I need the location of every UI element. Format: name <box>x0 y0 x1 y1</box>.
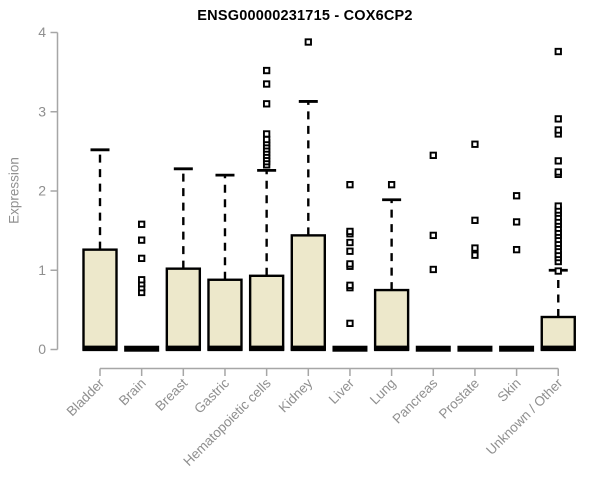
box-kidney <box>290 234 326 351</box>
box-lung <box>373 288 410 351</box>
x-tick-label-kidney: Kidney <box>276 375 316 415</box>
box-pancreas <box>415 345 451 352</box>
outlier-point-skin <box>512 192 521 200</box>
y-axis-title: Expression <box>6 157 22 224</box>
y-tick-label: 0 <box>38 341 46 357</box>
outlier-point-unknown-other <box>554 115 562 123</box>
y-tick-label: 2 <box>38 183 46 199</box>
outlier-point-hematopoietic-cells <box>262 80 271 88</box>
box-liver <box>332 345 368 352</box>
box-prostate <box>457 345 493 352</box>
x-tick-label-liver: Liver <box>326 375 358 407</box>
outlier-point-unknown-other <box>554 267 562 275</box>
outlier-point-liver <box>346 281 354 289</box>
outlier-point-unknown-other <box>554 47 562 56</box>
y-tick-label: 3 <box>38 103 46 119</box>
y-tick-label: 4 <box>38 24 46 40</box>
box-bladder <box>82 248 118 351</box>
outlier-point-unknown-other <box>554 202 562 210</box>
box-unknown-other <box>540 315 576 351</box>
outlier-point-prostate <box>471 244 479 252</box>
box-skin <box>499 345 535 352</box>
outlier-point-hematopoietic-cells <box>262 66 271 75</box>
outlier-point-skin <box>512 218 521 226</box>
outlier-point-kidney <box>304 38 312 46</box>
x-tick-label-lung: Lung <box>367 376 399 408</box>
outlier-point-liver <box>346 238 354 247</box>
box-gastric <box>207 278 243 351</box>
outlier-point-unknown-other <box>554 157 562 165</box>
outlier-point-liver <box>346 181 354 189</box>
x-tick-label-gastric: Gastric <box>191 375 232 416</box>
outlier-point-pancreas <box>429 231 437 240</box>
x-tick-label-pancreas: Pancreas <box>389 375 440 426</box>
x-tick-label-prostate: Prostate <box>436 376 482 422</box>
outlier-point-lung <box>387 181 396 189</box>
box-brain <box>124 345 160 352</box>
outlier-point-brain <box>138 276 146 284</box>
outlier-point-prostate <box>471 216 479 224</box>
outlier-point-unknown-other <box>554 168 562 176</box>
x-tick-label-brain: Brain <box>116 376 149 409</box>
outlier-point-brain <box>138 220 146 228</box>
x-tick-label-bladder: Bladder <box>64 375 108 419</box>
box-hematopoietic-cells <box>248 274 285 351</box>
y-tick-label: 1 <box>38 262 46 278</box>
x-tick-label-breast: Breast <box>152 375 190 413</box>
outlier-point-pancreas <box>429 151 437 159</box>
outlier-point-liver <box>346 227 354 236</box>
box-breast <box>165 267 202 351</box>
outlier-point-skin <box>512 245 521 254</box>
outlier-point-hematopoietic-cells <box>262 135 271 144</box>
outlier-point-pancreas <box>429 265 437 274</box>
x-tick-label-skin: Skin <box>495 376 524 405</box>
outlier-point-unknown-other <box>554 126 562 134</box>
outlier-point-prostate <box>471 140 479 148</box>
outlier-point-liver <box>346 260 354 268</box>
outlier-point-hematopoietic-cells <box>262 100 271 108</box>
outlier-point-brain <box>138 254 146 263</box>
outlier-point-prostate <box>471 251 479 259</box>
chart-title: ENSG00000231715 - COX6CP2 <box>197 8 413 24</box>
outlier-point-liver <box>346 319 354 327</box>
x-tick-label-unknown-other: Unknown / Other <box>483 375 566 458</box>
outlier-point-brain <box>138 236 146 244</box>
outlier-point-liver <box>346 247 354 255</box>
outlier-point-hematopoietic-cells <box>262 130 271 138</box>
